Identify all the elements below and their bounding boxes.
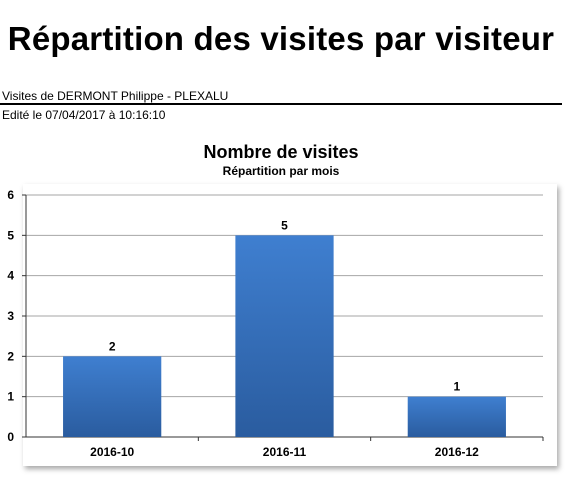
report-title: Répartition des visites par visiteur [7,20,555,57]
bar [407,396,506,437]
chart-title: Nombre de visites [203,142,359,162]
y-tick-label: 5 [7,228,14,242]
bar-value-label: 5 [281,218,288,232]
x-tick-label: 2016-10 [90,445,134,459]
y-tick-label: 4 [7,269,14,283]
bar-value-label: 1 [453,380,460,394]
y-tick-label: 0 [7,430,14,444]
x-tick-label: 2016-11 [263,445,307,459]
bar [63,356,162,437]
y-tick-label: 3 [7,309,14,323]
edited-timestamp: Edité le 07/04/2017 à 10:16:10 [2,108,166,122]
chart-subtitle: Répartition par mois [222,164,340,178]
visitor-line: Visites de DERMONT Philippe - PLEXALU [2,89,229,103]
y-tick-label: 6 [7,188,14,202]
bar-chart: 0 1 2 3 4 5 6 2 2016-10 5 2016-11 1 2016-12 [7,188,544,459]
y-tick-label: 1 [7,390,14,404]
x-tick-label: 2016-12 [435,445,479,459]
bar [235,235,334,437]
bar-value-label: 2 [109,339,116,353]
y-tick-label: 2 [7,349,14,363]
header-divider [0,103,562,105]
